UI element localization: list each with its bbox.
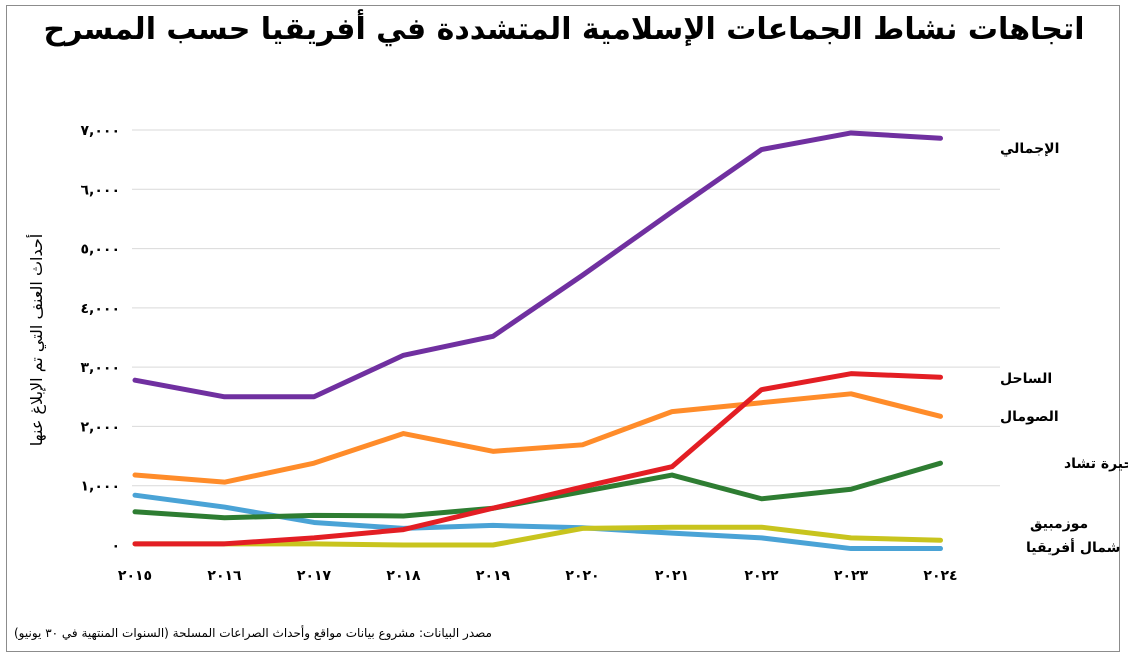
x-tick-label: ٢٠٢٢ [744, 568, 779, 584]
series-line [132, 130, 943, 400]
x-tick-label: ٢٠١٥ [118, 568, 152, 584]
series-label: الساحل [1000, 371, 1052, 387]
series-label: شمال أفريقيا [1026, 538, 1120, 556]
series-line [132, 371, 943, 547]
y-tick-label: ٧,٠٠٠ [81, 123, 121, 139]
y-tick-label: ٣,٠٠٠ [81, 360, 121, 376]
y-tick-label: ٤,٠٠٠ [81, 301, 121, 317]
x-tick-label: ٢٠٢٤ [923, 568, 957, 584]
y-axis-label: أحداث العنف التي تم الإبلاغ عنها [26, 234, 47, 446]
series-line [132, 391, 943, 485]
x-tick-label: ٢٠٢٠ [565, 568, 599, 584]
series-label: موزمبيق [1030, 516, 1088, 532]
series-labels: الإجمالي الساحل الصومال حوض بحيرة تشاد موزمب… [1000, 141, 1128, 556]
chart-title: اتجاهات نشاط الجماعات الإسلامية المتشددة… [43, 12, 1085, 47]
x-tick-label: ٢٠٢١ [655, 568, 689, 584]
y-tick-label: ٢,٠٠٠ [81, 419, 121, 435]
y-tick-label: ١,٠٠٠ [81, 479, 121, 495]
x-tick-label: ٢٠١٨ [386, 568, 421, 584]
x-tick-label: ٢٠٢٣ [834, 568, 869, 584]
source-note: مصدر البيانات: مشروع بيانات مواقع وأحداث… [14, 626, 492, 640]
y-tick-label: ٠ [111, 538, 120, 554]
series-lines [132, 130, 943, 552]
y-tick-label: ٦,٠٠٠ [81, 182, 121, 198]
x-tick-label: ٢٠١٩ [476, 568, 511, 584]
series-label: حوض بحيرة تشاد [1064, 456, 1128, 472]
series-label: الإجمالي [1000, 141, 1059, 157]
gridlines [132, 129, 1000, 487]
series-label: الصومال [1000, 409, 1059, 425]
y-axis-ticks: ٠ ١,٠٠٠ ٢,٠٠٠ ٣,٠٠٠ ٤,٠٠٠ ٥,٠٠٠ ٦,٠٠٠ ٧,٠٠٠ [81, 123, 121, 554]
series-line [132, 524, 943, 548]
series-line [132, 460, 943, 521]
x-tick-label: ٢٠١٧ [297, 568, 332, 584]
x-tick-label: ٢٠١٦ [207, 568, 242, 584]
y-tick-label: ٥,٠٠٠ [81, 242, 121, 258]
x-axis-ticks: ٢٠١٥ ٢٠١٦ ٢٠١٧ ٢٠١٨ ٢٠١٩ ٢٠٢٠ ٢٠٢١ ٢٠٢٢ ٢٠٢٣ ٢٠٢٤ [118, 568, 958, 584]
